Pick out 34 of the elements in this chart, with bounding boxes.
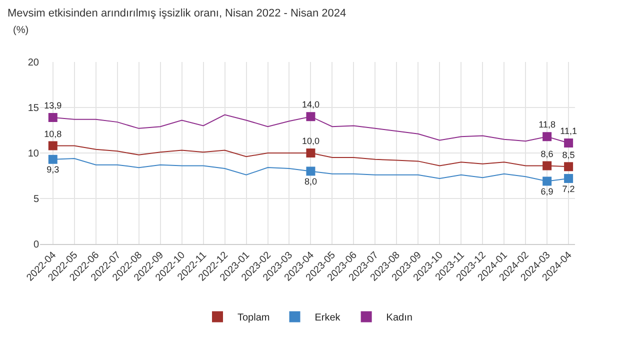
data-label: 7,2 xyxy=(562,184,575,194)
point xyxy=(564,162,574,172)
point xyxy=(542,176,552,186)
legend-label: Toplam xyxy=(238,312,270,324)
data-label: 14,0 xyxy=(302,100,320,110)
y-tick-label: 0 xyxy=(33,240,40,250)
point xyxy=(542,161,552,170)
point xyxy=(48,141,58,150)
y-tick-label: 15 xyxy=(28,103,40,114)
point xyxy=(306,148,316,158)
y-tick-label: 5 xyxy=(33,194,40,205)
data-label: 11,8 xyxy=(538,120,556,130)
point xyxy=(306,112,316,122)
point xyxy=(542,132,552,142)
data-label: 11,1 xyxy=(560,126,577,136)
data-label: 9,3 xyxy=(46,164,60,175)
point xyxy=(306,166,316,176)
data-label: 10,8 xyxy=(44,128,62,139)
data-label: 8,6 xyxy=(540,148,554,159)
data-label: 13,9 xyxy=(44,100,62,111)
point xyxy=(564,138,574,148)
y-axis-title: (%) xyxy=(13,25,29,36)
point xyxy=(564,174,574,183)
data-label: 8,5 xyxy=(562,150,575,160)
chart-title: Mevsim etkisinden arındırılmış işsizlik oranı, Nisan 2022 - Nisan 2024 xyxy=(7,7,346,20)
data-label: 8,0 xyxy=(304,176,317,187)
data-label: 10,0 xyxy=(302,136,320,146)
y-tick-label: 20 xyxy=(28,58,40,68)
legend-label: Kadın xyxy=(386,312,412,324)
point xyxy=(48,113,58,122)
point xyxy=(48,154,58,164)
data-label: 6,9 xyxy=(540,186,554,197)
legend-label: Erkek xyxy=(314,312,342,324)
y-tick-label: 10 xyxy=(28,148,40,160)
